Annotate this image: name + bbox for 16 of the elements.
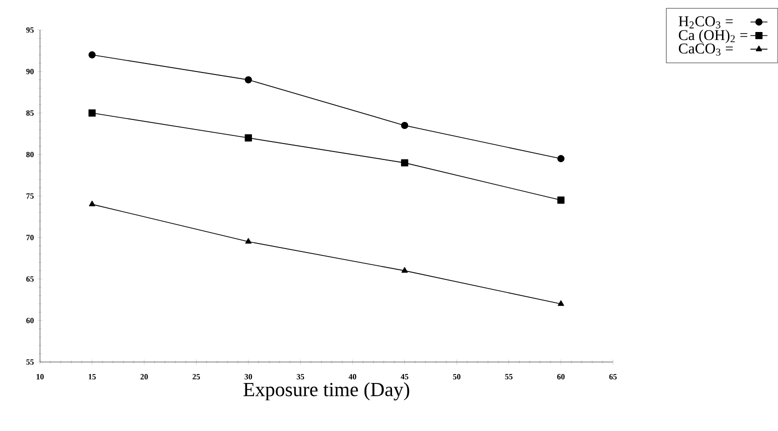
- point: [557, 196, 564, 204]
- point: [401, 122, 408, 130]
- legend-label: Ca (OH)$_{2}$ =: [678, 30, 748, 44]
- point: [245, 238, 252, 244]
- legend-label: H$_{2}$CO$_{3}$ =: [678, 16, 733, 28]
- x-axis-title: Exposure time (Day): [244, 382, 410, 400]
- point: [88, 109, 96, 117]
- point: [88, 200, 96, 206]
- point: [244, 134, 252, 142]
- point: [401, 159, 408, 166]
- point: [558, 300, 564, 306]
- point: [244, 76, 252, 84]
- point: [557, 155, 564, 162]
- point: [88, 51, 96, 58]
- legend-label: CaCO$_{3}$ =: [678, 44, 733, 56]
- point: [401, 267, 408, 273]
